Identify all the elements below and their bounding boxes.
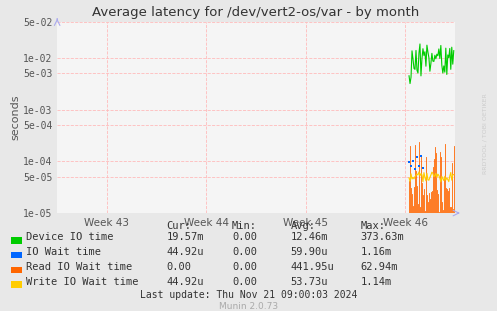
Text: Min:: Min: <box>232 220 257 230</box>
Text: Read IO Wait time: Read IO Wait time <box>26 262 132 272</box>
Text: 19.57m: 19.57m <box>166 232 204 242</box>
Text: 1.16m: 1.16m <box>360 247 392 257</box>
Text: 1.14m: 1.14m <box>360 277 392 287</box>
Text: 0.00: 0.00 <box>232 262 257 272</box>
Text: 0.00: 0.00 <box>232 232 257 242</box>
Text: 441.95u: 441.95u <box>291 262 334 272</box>
Text: 0.00: 0.00 <box>166 262 191 272</box>
Text: RRDTOOL / TOBI OETIKER: RRDTOOL / TOBI OETIKER <box>482 93 487 174</box>
Text: Last update: Thu Nov 21 09:00:03 2024: Last update: Thu Nov 21 09:00:03 2024 <box>140 290 357 300</box>
Text: 59.90u: 59.90u <box>291 247 328 257</box>
Text: Cur:: Cur: <box>166 220 191 230</box>
Text: Write IO Wait time: Write IO Wait time <box>26 277 138 287</box>
Text: 12.46m: 12.46m <box>291 232 328 242</box>
Y-axis label: seconds: seconds <box>10 95 20 140</box>
Text: 62.94m: 62.94m <box>360 262 398 272</box>
Text: 44.92u: 44.92u <box>166 277 204 287</box>
Text: Avg:: Avg: <box>291 220 316 230</box>
Title: Average latency for /dev/vert2-os/var - by month: Average latency for /dev/vert2-os/var - … <box>92 6 419 19</box>
Text: Munin 2.0.73: Munin 2.0.73 <box>219 301 278 310</box>
Text: Device IO time: Device IO time <box>26 232 113 242</box>
Text: Max:: Max: <box>360 220 385 230</box>
Text: 0.00: 0.00 <box>232 247 257 257</box>
Text: 44.92u: 44.92u <box>166 247 204 257</box>
Text: 0.00: 0.00 <box>232 277 257 287</box>
Text: 373.63m: 373.63m <box>360 232 404 242</box>
Text: IO Wait time: IO Wait time <box>26 247 101 257</box>
Text: 53.73u: 53.73u <box>291 277 328 287</box>
